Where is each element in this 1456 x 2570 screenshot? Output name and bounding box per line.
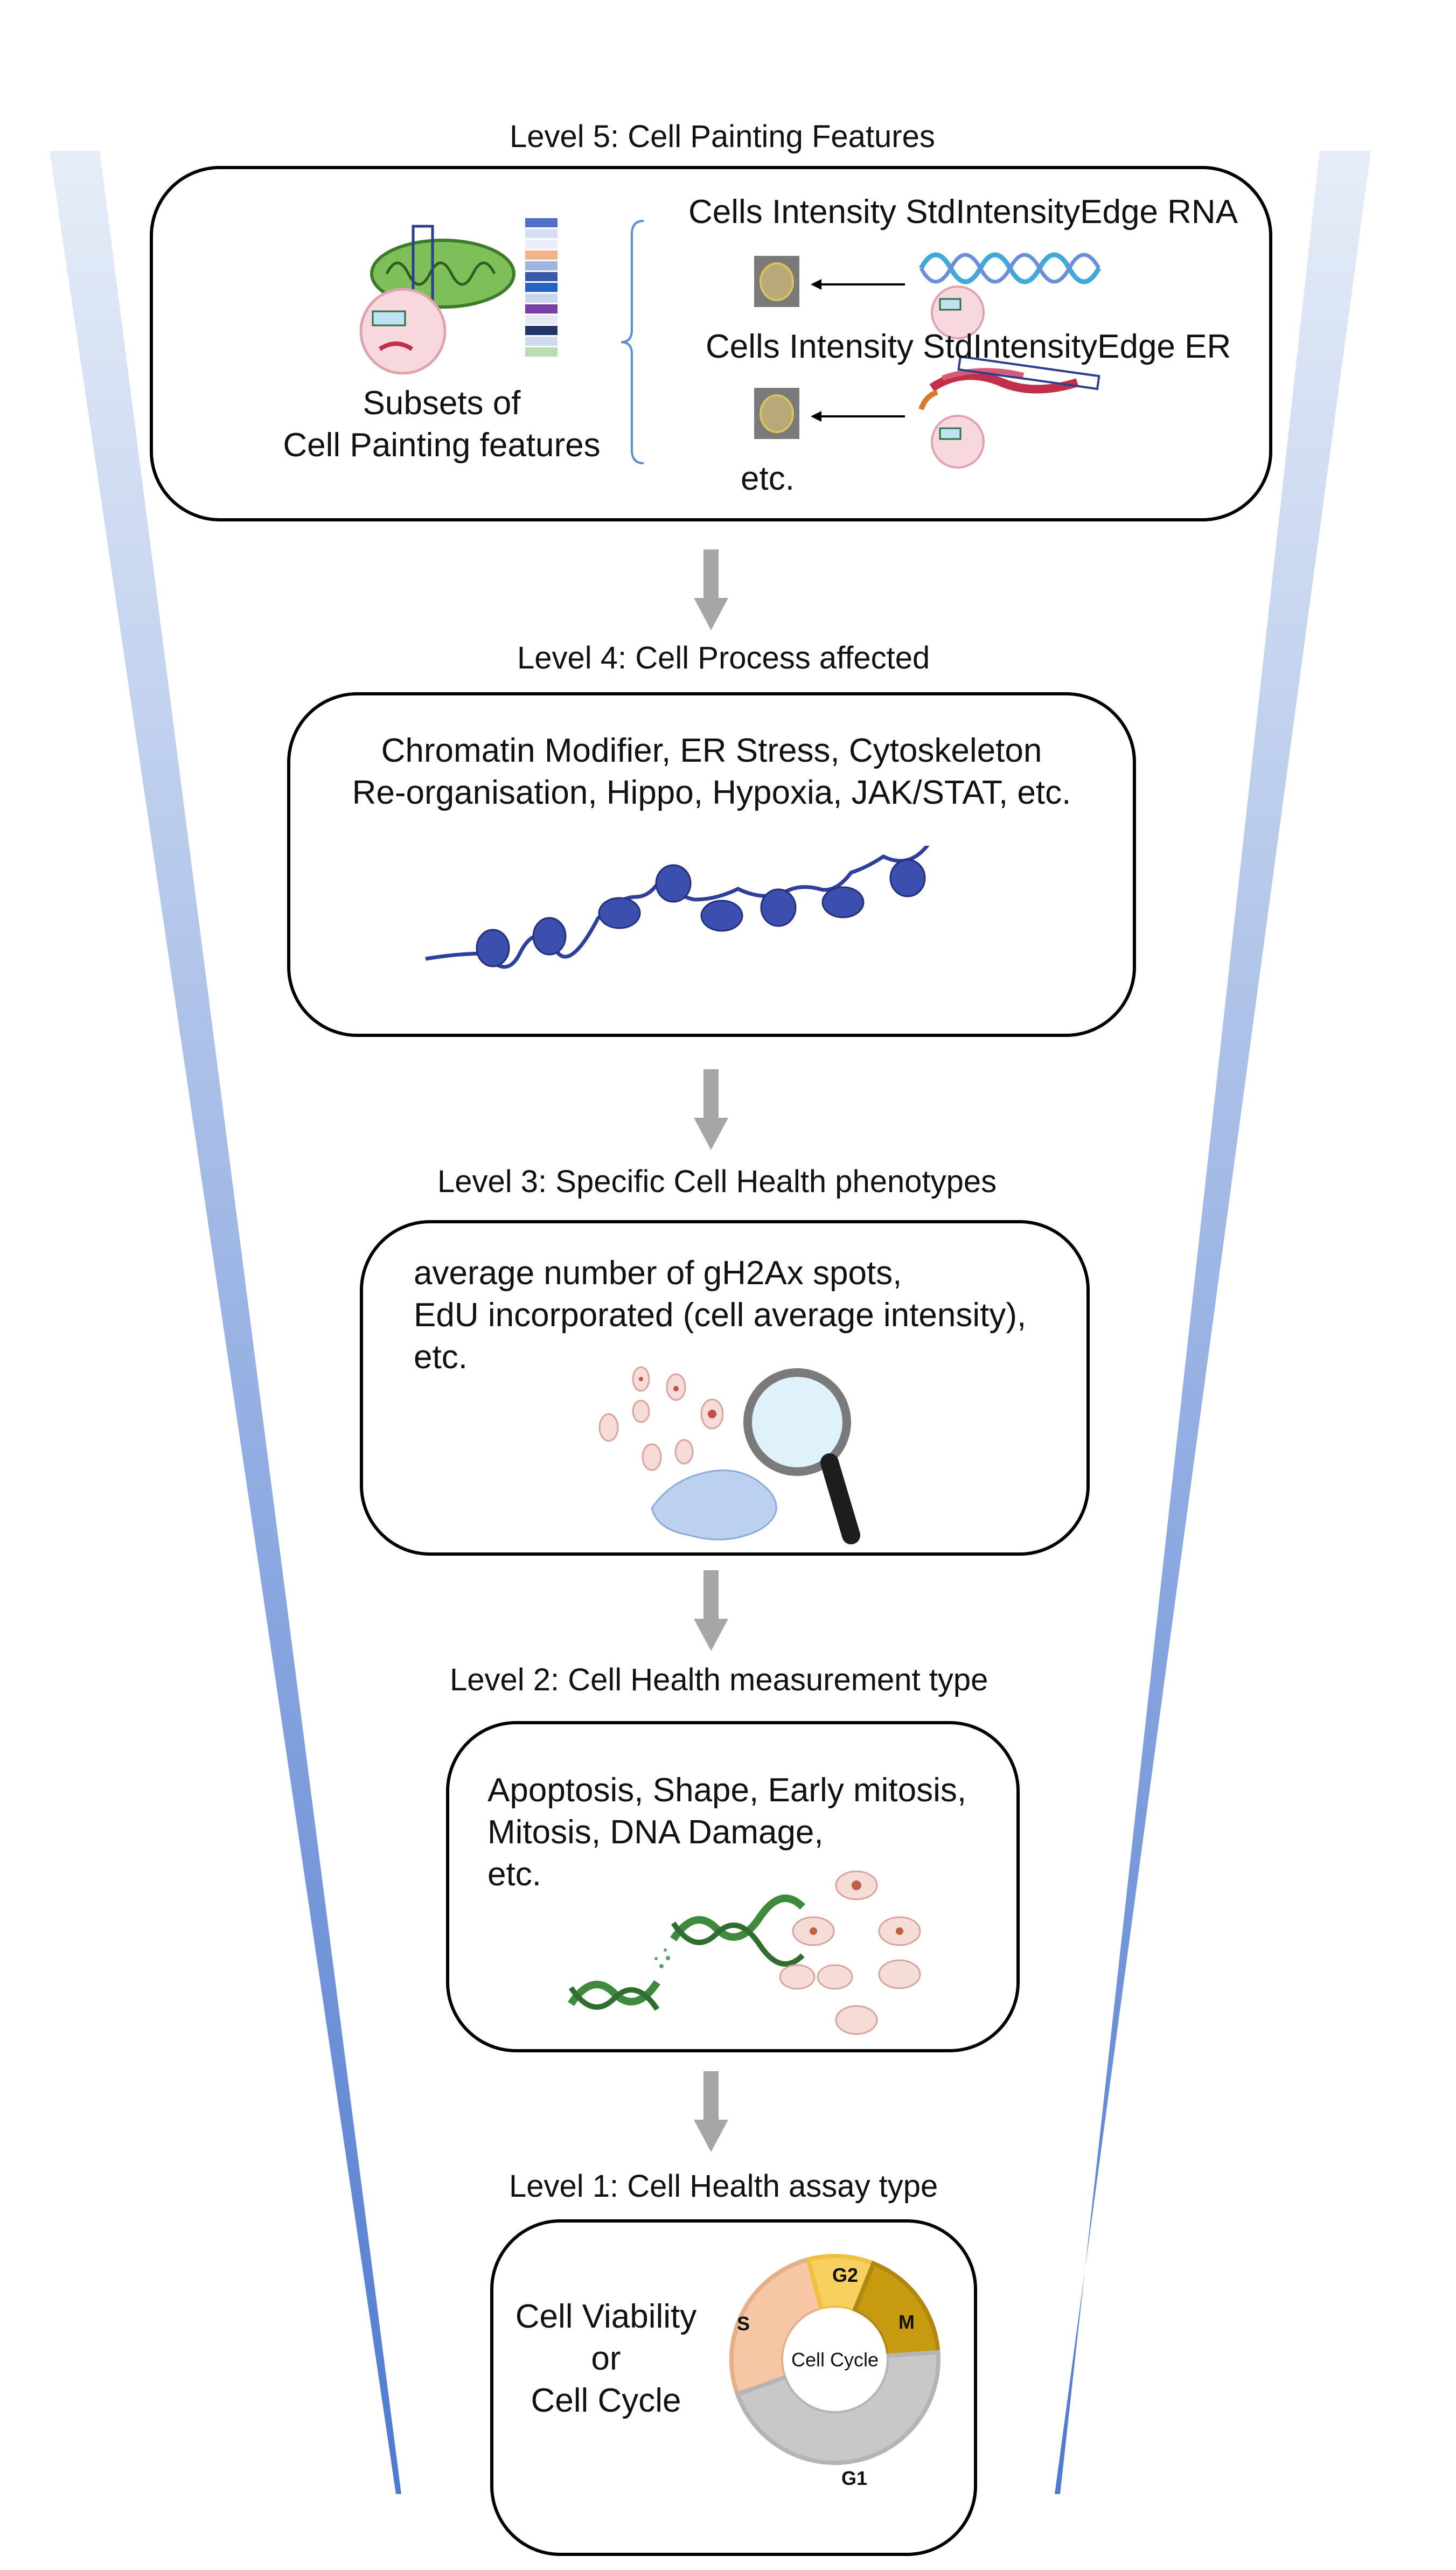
level3-title: Level 3: Specific Cell Health phenotypes: [437, 1164, 997, 1199]
cell-icon: [359, 288, 447, 375]
down-arrow: [694, 2071, 728, 2152]
rna-helix-icon: [919, 252, 1101, 284]
bracket: [621, 220, 644, 464]
feature-color-bar: [525, 218, 558, 357]
cell-cycle-chart: [729, 2254, 941, 2465]
cycle-label-m: M: [898, 2311, 915, 2333]
nucleosome-icon: [476, 859, 926, 967]
funnel-left-wing: [50, 151, 401, 2494]
mitosis-cells-icon: [779, 1870, 921, 2035]
funnel-right-wing: [1055, 151, 1371, 2494]
level1-title: Level 1: Cell Health assay type: [509, 2169, 938, 2204]
cycle-label-g2: G2: [832, 2264, 859, 2286]
cycle-label-s: S: [737, 2313, 750, 2335]
down-arrow: [694, 1069, 728, 1150]
left-arrow: [811, 279, 905, 290]
level4-text: Chromatin Modifier, ER Stress, Cytoskele…: [352, 732, 1071, 811]
damaged-dna-icon: [568, 1895, 805, 2011]
down-arrow: [694, 1570, 728, 1651]
magnifying-glass-icon: [743, 1368, 860, 1544]
subsets-label: Subsets of Cell Painting features: [283, 385, 601, 464]
level5-box: [150, 166, 1272, 521]
feature-rna-label: Cells Intensity StdIntensityEdge RNA: [688, 193, 1238, 231]
cycle-phase-g1: [735, 2350, 941, 2465]
phenotype-illustration: [598, 1366, 860, 1544]
chromatin-illustration: [425, 846, 930, 969]
level2-text: Apoptosis, Shape, Early mitosis, Mitosis…: [487, 1772, 967, 1893]
cycle-center-label: Cell Cycle: [791, 2349, 879, 2371]
cells-icon: [598, 1366, 724, 1471]
level2-title: Level 2: Cell Health measurement type: [450, 1662, 988, 1697]
level5-illustrations: [359, 218, 1101, 469]
left-arrow: [811, 411, 905, 422]
etc-label: etc.: [741, 460, 795, 497]
down-arrow: [694, 549, 728, 630]
level1-text: Cell Viability or Cell Cycle: [515, 2298, 697, 2419]
level2-box: [446, 1721, 1020, 2052]
level4-title: Level 4: Cell Process affected: [517, 640, 930, 675]
level3-text: average number of gH2Ax spots, EdU incor…: [414, 1255, 1027, 1376]
cycle-label-g1: G1: [841, 2467, 868, 2489]
feature-er-label: Cells Intensity StdIntensityEdge ER: [706, 328, 1231, 365]
level5-title: Level 5: Cell Painting Features: [510, 119, 935, 154]
cell-cluster-icon: [651, 1469, 777, 1541]
level4-box: [287, 692, 1136, 1037]
level2-illustration: [568, 1870, 921, 2035]
endoplasmic-reticulum-icon: [918, 355, 1100, 410]
